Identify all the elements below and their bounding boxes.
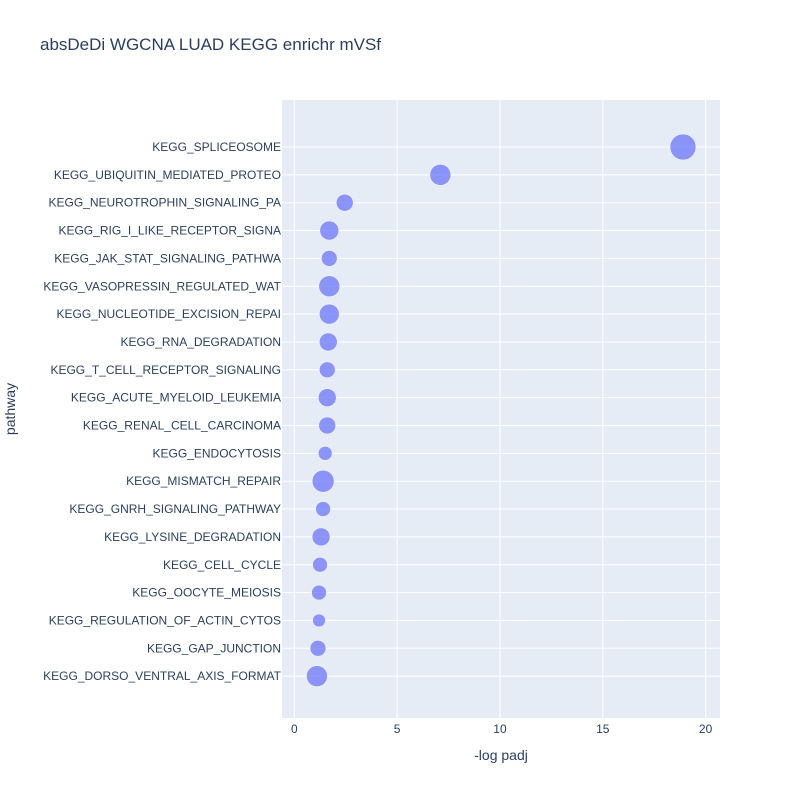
data-point[interactable] [318, 361, 336, 379]
y-tick-label: KEGG_DORSO_VENTRAL_AXIS_FORMAT [43, 669, 282, 683]
y-tick-labels: KEGG_SPLICEOSOME KEGG_UBIQUITIN_MEDIATED_… [43, 140, 282, 683]
y-tick-label: KEGG_OOCYTE_MEIOSIS [132, 586, 281, 600]
data-point[interactable] [311, 584, 327, 601]
data-point[interactable] [321, 250, 338, 267]
y-tick-label: KEGG_ACUTE_MYELOID_LEUKEMIA [71, 391, 281, 405]
y-tick-label: KEGG_NEUROTROPHIN_SIGNALING_PA [49, 196, 282, 210]
y-tick-label: KEGG_T_CELL_RECEPTOR_SIGNALING [50, 363, 281, 377]
data-point[interactable] [319, 303, 340, 325]
data-point[interactable] [309, 640, 327, 657]
data-point[interactable] [317, 388, 337, 407]
y-tick-label: KEGG_JAK_STAT_SIGNALING_PATHWA [54, 251, 281, 265]
x-tick-label: 10 [493, 722, 507, 736]
data-point[interactable] [429, 164, 452, 186]
x-axis-label: -log padj [474, 747, 528, 763]
x-tick-labels: 0 5 10 15 20 [291, 722, 713, 736]
data-point[interactable] [315, 501, 331, 517]
x-tick-label: 15 [596, 722, 610, 736]
data-point[interactable] [317, 446, 333, 461]
plot-area [282, 100, 720, 718]
y-tick-label: KEGG_VASOPRESSIN_REGULATED_WAT [43, 279, 281, 293]
chart-title: absDeDi WGCNA LUAD KEGG enrichr mVSf [40, 35, 381, 54]
data-point[interactable] [318, 275, 341, 297]
y-tick-label: KEGG_GNRH_SIGNALING_PATHWAY [69, 502, 281, 516]
y-tick-label: KEGG_MISMATCH_REPAIR [126, 474, 281, 488]
y-tick-label: KEGG_ENDOCYTOSIS [153, 446, 281, 460]
grid-lines [282, 100, 720, 718]
data-point[interactable] [335, 193, 354, 212]
y-tick-label: KEGG_REGULATION_OF_ACTIN_CYTOS [49, 613, 281, 627]
data-point[interactable] [312, 613, 326, 628]
data-point[interactable] [311, 469, 335, 493]
y-tick-label: KEGG_GAP_JUNCTION [147, 641, 281, 655]
data-point[interactable] [312, 557, 328, 573]
y-tick-label: KEGG_LYSINE_DEGRADATION [104, 530, 281, 544]
data-point[interactable] [306, 665, 328, 687]
data-point[interactable] [311, 527, 331, 547]
y-tick-label: KEGG_RENAL_CELL_CARCINOMA [83, 419, 281, 433]
y-tick-label: KEGG_NUCLEOTIDE_EXCISION_REPAI [56, 307, 281, 321]
data-point[interactable] [319, 332, 338, 352]
y-tick-label: KEGG_UBIQUITIN_MEDIATED_PROTEO [54, 168, 281, 182]
y-tick-label: KEGG_CELL_CYCLE [163, 558, 281, 572]
data-point[interactable] [318, 416, 336, 435]
data-point[interactable] [319, 220, 340, 241]
x-tick-label: 20 [699, 722, 713, 736]
x-tick-label: 5 [394, 722, 401, 736]
y-tick-label: KEGG_RNA_DEGRADATION [121, 335, 281, 349]
y-tick-label: KEGG_RIG_I_LIKE_RECEPTOR_SIGNA [58, 224, 281, 238]
data-points [306, 133, 697, 687]
y-tick-label: KEGG_SPLICEOSOME [152, 140, 281, 154]
y-axis-label: pathway [2, 383, 18, 435]
data-point[interactable] [669, 133, 697, 161]
x-tick-label: 0 [291, 722, 298, 736]
